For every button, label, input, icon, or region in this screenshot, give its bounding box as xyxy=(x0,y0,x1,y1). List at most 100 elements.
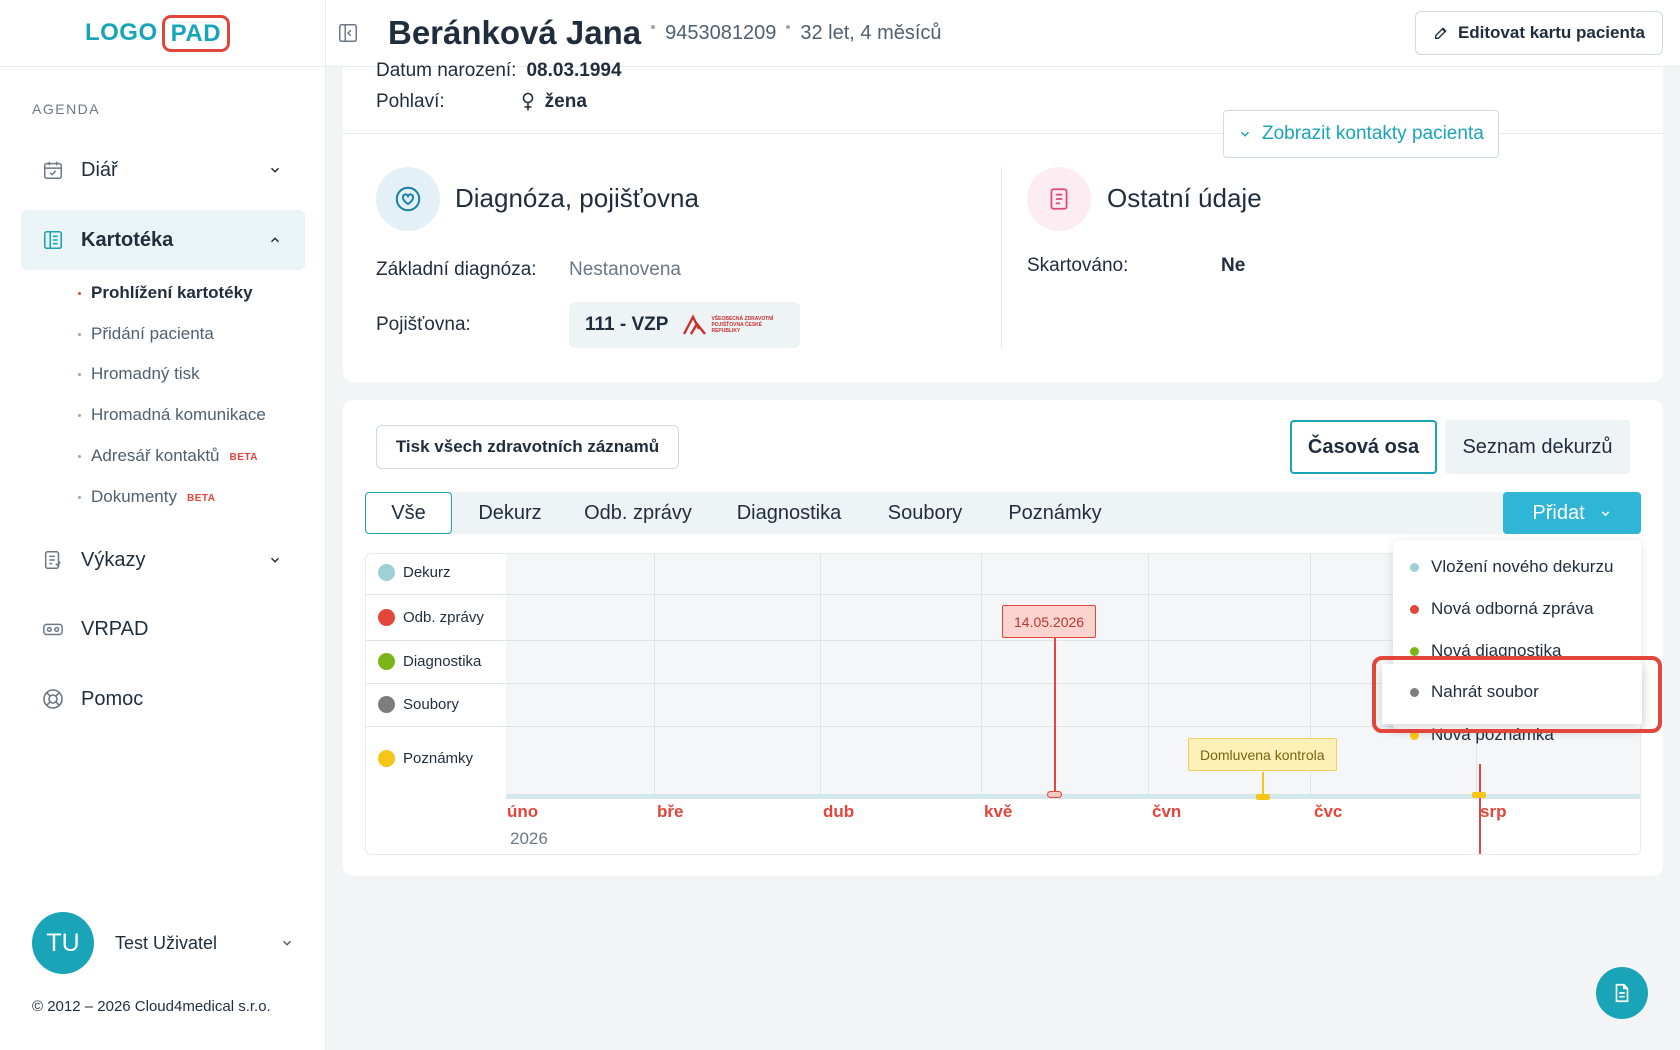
timeline-axis xyxy=(506,794,1640,799)
filter-diagnostics[interactable]: Diagnostika xyxy=(736,501,842,524)
subitem-adresar-kontaktu[interactable]: Adresář kontaktů BETA xyxy=(78,446,258,466)
subitem-label: Hromadná komunikace xyxy=(91,405,266,424)
sidebar-item-label: Diář xyxy=(81,158,118,181)
color-dot xyxy=(1410,562,1419,572)
divider xyxy=(343,133,1663,134)
sidebar-item-vykazy[interactable]: Výkazy xyxy=(21,530,305,590)
base-diagnosis-value: Nestanovena xyxy=(569,259,681,280)
user-name: Test Uživatel xyxy=(115,932,218,953)
divider xyxy=(1001,167,1002,349)
today-line xyxy=(1479,764,1481,854)
sidebar-item-vrpad[interactable]: VRPAD xyxy=(21,599,305,659)
row-label-reports: Odb. zprávy xyxy=(378,609,484,626)
patient-name: Beránková Jana xyxy=(388,14,642,51)
user-menu[interactable]: TU Test Uživatel xyxy=(32,912,294,974)
row-label-text: Soubory xyxy=(403,696,459,713)
add-label: Přidat xyxy=(1532,501,1585,524)
insurer-pill: 111 - VZP VŠEOBECNÁ ZDRAVOTNÍ POJIŠŤOVNA… xyxy=(569,302,800,348)
color-dot xyxy=(378,653,395,670)
color-dot xyxy=(1410,687,1419,697)
color-dot xyxy=(378,750,395,767)
sex-label: Pohlaví: xyxy=(376,91,445,112)
edit-patient-button[interactable]: Editovat kartu pacienta xyxy=(1414,11,1663,55)
vzp-logo-text: VŠEOBECNÁ ZDRAVOTNÍ POJIŠŤOVNA ČESKÉ REP… xyxy=(711,316,774,334)
event-marker[interactable] xyxy=(1472,792,1486,798)
menu-item-new-decursus[interactable]: Vložení nového dekurzu xyxy=(1410,557,1613,577)
bullet xyxy=(78,372,81,376)
section-label-agenda: AGENDA xyxy=(32,101,101,117)
chevron-up-icon xyxy=(263,233,287,247)
sidebar-item-diar[interactable]: Diář xyxy=(21,140,305,200)
row-label-text: Diagnostika xyxy=(403,653,482,670)
sidebar-item-pomoc[interactable]: Pomoc xyxy=(21,669,305,729)
sex-row: Pohlaví: žena xyxy=(376,91,587,113)
dob-value: 08.03.1994 xyxy=(526,60,622,81)
filter-bar: Vše Dekurz Odb. zprávy Diagnostika Soubo… xyxy=(365,492,1641,534)
month-label: bře xyxy=(657,802,684,821)
row-label-dekurz: Dekurz xyxy=(378,564,451,581)
tab-timeline[interactable]: Časová osa xyxy=(1290,420,1437,474)
gridline xyxy=(1310,554,1311,794)
sidebar: LOGO PAD AGENDA Diář Kartotéka Prohlížen… xyxy=(0,0,326,1050)
chevron-down-icon xyxy=(263,553,287,567)
subitem-label: Adresář kontaktů xyxy=(91,446,220,465)
subitem-prohlizeni-kartoteky[interactable]: Prohlížení kartotéky xyxy=(78,283,253,303)
event-note-label[interactable]: Domluvena kontrola xyxy=(1188,738,1337,771)
add-button[interactable]: Přidat xyxy=(1503,492,1641,534)
print-records-button[interactable]: Tisk všech zdravotních záznamů xyxy=(376,425,679,469)
show-contacts-button[interactable]: Zobrazit kontakty pacienta xyxy=(1223,110,1499,158)
subitem-label: Hromadný tisk xyxy=(91,364,200,383)
bullet xyxy=(78,495,81,499)
filter-notes[interactable]: Poznámky xyxy=(1008,501,1102,524)
menu-item-upload-file[interactable]: Nahrát soubor xyxy=(1410,682,1539,702)
avatar: TU xyxy=(32,912,94,974)
app-logo[interactable]: LOGO PAD xyxy=(85,14,231,52)
menu-item-new-diagnostics[interactable]: Nová diagnostika xyxy=(1410,641,1561,661)
insurer-label: Pojišťovna: xyxy=(376,314,471,335)
menu-item-new-report[interactable]: Nová odborná zpráva xyxy=(1410,599,1594,619)
color-dot xyxy=(378,696,395,713)
menu-item-label: Nahrát soubor xyxy=(1431,682,1539,701)
filter-files[interactable]: Soubory xyxy=(887,501,963,524)
sidebar-item-label: VRPAD xyxy=(81,617,149,640)
bullet xyxy=(78,291,81,295)
highlight-frame xyxy=(1372,656,1662,733)
filter-all[interactable]: Vše xyxy=(365,492,452,534)
subitem-dokumenty[interactable]: Dokumenty BETA xyxy=(78,487,215,507)
show-contacts-label: Zobrazit kontakty pacienta xyxy=(1262,123,1484,144)
document-icon xyxy=(1611,981,1633,1005)
tab-decursus-list[interactable]: Seznam dekurzů xyxy=(1445,420,1630,474)
bullet xyxy=(78,413,81,417)
document-icon xyxy=(1027,167,1091,231)
event-stem xyxy=(1262,772,1264,794)
edit-patient-label: Editovat kartu pacienta xyxy=(1457,23,1645,42)
subitem-hromadna-komunikace[interactable]: Hromadná komunikace xyxy=(78,405,266,425)
timeline-row-diagnostics xyxy=(366,641,1640,684)
female-icon xyxy=(520,92,536,112)
sidebar-item-kartoteka[interactable]: Kartotéka xyxy=(21,210,305,270)
month-label: úno xyxy=(507,802,539,821)
row-label-notes: Poznámky xyxy=(378,750,473,767)
sidebar-item-label: Kartotéka xyxy=(81,228,174,251)
menu-item-label: Nová odborná zpráva xyxy=(1431,599,1594,618)
subitem-hromadny-tisk[interactable]: Hromadný tisk xyxy=(78,364,200,384)
subitem-pridani-pacienta[interactable]: Přidání pacienta xyxy=(78,324,214,344)
logo-part-pad: PAD xyxy=(161,14,231,52)
filter-dekurz[interactable]: Dekurz xyxy=(478,501,542,524)
copyright: © 2012 – 2026 Cloud4medical s.r.o. xyxy=(32,998,271,1015)
event-marker[interactable] xyxy=(1047,791,1062,798)
dob-row: Datum narození: 08.03.1994 xyxy=(376,60,622,82)
patient-header: Beránková Jana 9453081209 32 let, 4 měsí… xyxy=(326,0,1680,67)
filter-reports[interactable]: Odb. zprávy xyxy=(584,501,692,524)
dob-label: Datum narození: xyxy=(376,60,517,81)
document-fab-button[interactable] xyxy=(1596,967,1648,1019)
year-label: 2026 xyxy=(510,829,548,848)
color-dot xyxy=(1410,604,1419,614)
timeline-row-reports xyxy=(366,595,1640,641)
gridline xyxy=(654,554,655,794)
event-marker[interactable] xyxy=(1256,794,1270,800)
bullet xyxy=(78,332,81,336)
menu-item-label: Nová diagnostika xyxy=(1431,641,1562,660)
event-report-label[interactable]: 14.05.2026 xyxy=(1002,605,1097,638)
sidebar-toggle-icon[interactable] xyxy=(336,21,360,45)
